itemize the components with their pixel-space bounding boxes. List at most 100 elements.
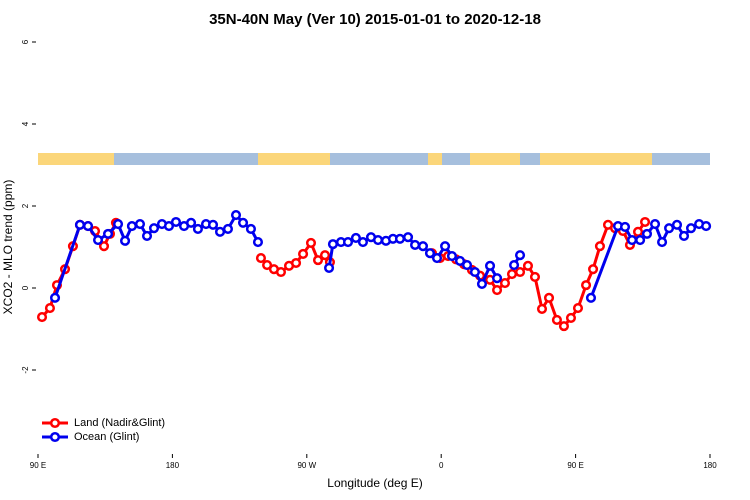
- data-point: [255, 253, 267, 264]
- data-point: [275, 266, 287, 278]
- data-point: [514, 250, 526, 261]
- y-axis-label: XCO2 - MLO trend (ppm): [1, 180, 15, 315]
- data-point: [141, 230, 153, 241]
- data-point: [36, 312, 48, 323]
- data-point: [492, 285, 503, 296]
- data-point: [82, 221, 94, 232]
- data-point: [678, 230, 690, 241]
- y-tick-label: 6: [21, 39, 30, 44]
- x-tick-label: 180: [703, 461, 717, 470]
- data-point: [461, 259, 473, 271]
- data-point: [565, 312, 577, 323]
- data-point: [102, 228, 114, 239]
- data-point: [402, 232, 414, 243]
- data-point: [594, 241, 605, 252]
- data-point: [506, 269, 518, 280]
- legend-label: Land (Nadir&Glint): [74, 417, 165, 429]
- y-tick-label: -2: [21, 366, 30, 374]
- data-point: [98, 241, 110, 252]
- data-point: [410, 239, 421, 250]
- data-point: [639, 216, 651, 228]
- data-point: [685, 223, 697, 234]
- series-line: [40, 221, 647, 329]
- data-point: [230, 209, 242, 221]
- chart-title: 35N-40N May (Ver 10) 2015-01-01 to 2020-…: [209, 11, 541, 28]
- data-point: [581, 280, 592, 291]
- data-point: [558, 321, 570, 332]
- data-point: [440, 241, 451, 252]
- data-point: [632, 226, 644, 237]
- data-point: [186, 217, 197, 228]
- data-point: [350, 232, 361, 244]
- y-tick-label: 4: [21, 121, 30, 126]
- data-point: [522, 260, 534, 271]
- data-point: [664, 223, 675, 234]
- data-point: [424, 248, 436, 259]
- data-point: [551, 314, 562, 326]
- data-point: [262, 259, 273, 271]
- data-point: [312, 255, 324, 266]
- data-point: [134, 218, 146, 230]
- data-point: [671, 219, 683, 230]
- data-point: [305, 237, 317, 248]
- data-point: [207, 219, 219, 230]
- data-point: [49, 292, 61, 303]
- data-point: [324, 262, 335, 273]
- data-point: [112, 218, 124, 230]
- data-point: [214, 226, 226, 237]
- y-tick-label: 2: [21, 203, 30, 208]
- data-point: [543, 292, 555, 303]
- data-point: [342, 237, 354, 248]
- data-point: [222, 223, 234, 235]
- data-point: [588, 264, 599, 275]
- data-point: [514, 266, 526, 278]
- data-point: [572, 303, 584, 314]
- data-point: [641, 228, 653, 239]
- data-point: [529, 271, 541, 282]
- data-point: [319, 250, 331, 261]
- legend: Land (Nadir&Glint) Ocean (Glint): [42, 417, 165, 443]
- data-point: [476, 278, 488, 289]
- data-point: [327, 239, 338, 250]
- data-point: [163, 221, 175, 232]
- data-point: [148, 223, 160, 234]
- data-point: [394, 233, 406, 244]
- data-point: [170, 216, 182, 228]
- land-ocean-strip: [38, 153, 710, 165]
- x-axis-label: Longitude (deg E): [327, 476, 422, 490]
- x-tick-label: 90 E: [567, 461, 583, 470]
- x-tick-label: 90 W: [297, 461, 316, 470]
- x-tick-label: 180: [166, 461, 180, 470]
- data-point: [469, 266, 480, 278]
- data-point: [657, 237, 668, 248]
- data-point: [585, 292, 597, 303]
- data-point: [509, 259, 520, 271]
- x-tick-label: 90 E: [30, 461, 46, 470]
- data-point: [252, 237, 264, 248]
- legend-label: Ocean (Glint): [74, 431, 139, 443]
- data-point: [649, 218, 661, 230]
- data-point: [484, 260, 496, 271]
- data-point: [44, 303, 55, 314]
- legend-marker: [49, 431, 61, 443]
- x-tick-label: 0: [439, 461, 444, 470]
- data-point: [446, 250, 458, 262]
- y-tick-label: 0: [21, 285, 30, 290]
- data-point: [120, 235, 131, 246]
- data-point: [126, 221, 137, 232]
- data-point: [298, 248, 309, 260]
- data-point: [619, 221, 631, 232]
- data-point: [536, 303, 548, 314]
- data-point: [357, 237, 368, 248]
- data-point: [192, 223, 203, 235]
- data-point: [92, 234, 104, 246]
- data-point: [454, 255, 466, 266]
- data-point: [74, 219, 86, 230]
- data-point: [417, 241, 429, 252]
- data-point: [492, 273, 503, 284]
- data-point: [626, 234, 638, 246]
- data-point: [372, 234, 384, 246]
- legend-marker: [49, 417, 61, 429]
- data-point: [701, 221, 712, 232]
